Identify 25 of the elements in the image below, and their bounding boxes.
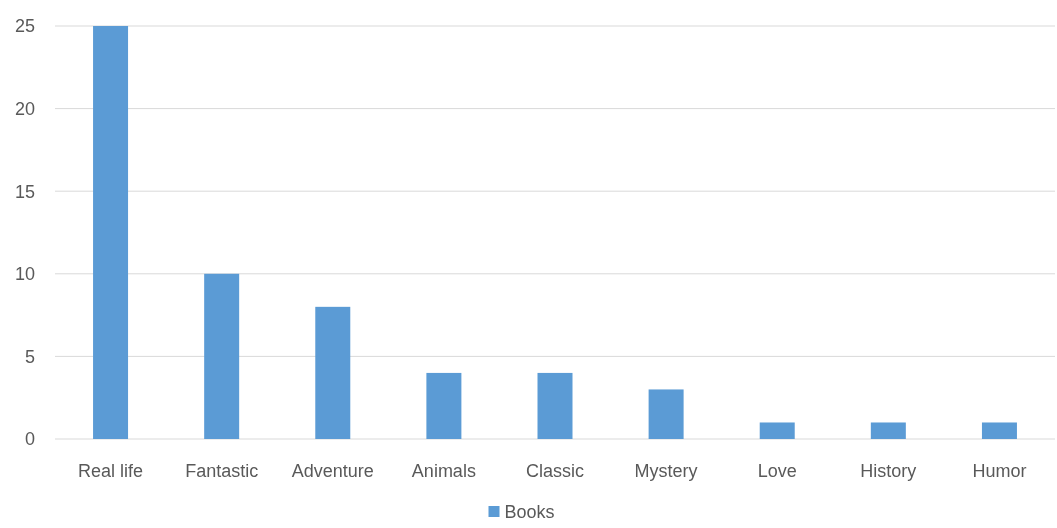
- x-tick-label: Animals: [411, 461, 476, 481]
- y-tick-label: 0: [24, 429, 35, 450]
- bar: [870, 422, 906, 439]
- bar: [648, 389, 684, 439]
- y-tick-label: 20: [14, 98, 35, 119]
- bar: [204, 273, 240, 439]
- y-tick-label: 5: [24, 346, 35, 367]
- x-tick-label: Classic: [525, 461, 585, 481]
- x-tick-label: History: [860, 461, 917, 481]
- bar: [981, 422, 1017, 439]
- x-tick-label: Humor: [972, 461, 1027, 481]
- x-tick-label: Fantastic: [185, 461, 259, 481]
- y-tick-label: 15: [14, 181, 35, 202]
- y-tick-label: 10: [14, 264, 35, 285]
- legend-label: Books: [504, 502, 555, 523]
- bar: [537, 372, 573, 439]
- x-tick-label: Real life: [78, 461, 144, 481]
- x-tick-label: Adventure: [291, 461, 374, 481]
- bar: [315, 306, 351, 439]
- x-tick-label: Love: [757, 461, 797, 481]
- bar: [426, 372, 462, 439]
- x-tick-label: Mystery: [634, 461, 698, 481]
- y-tick-label: 25: [14, 16, 35, 37]
- bar: [759, 422, 795, 439]
- bar: [93, 26, 129, 439]
